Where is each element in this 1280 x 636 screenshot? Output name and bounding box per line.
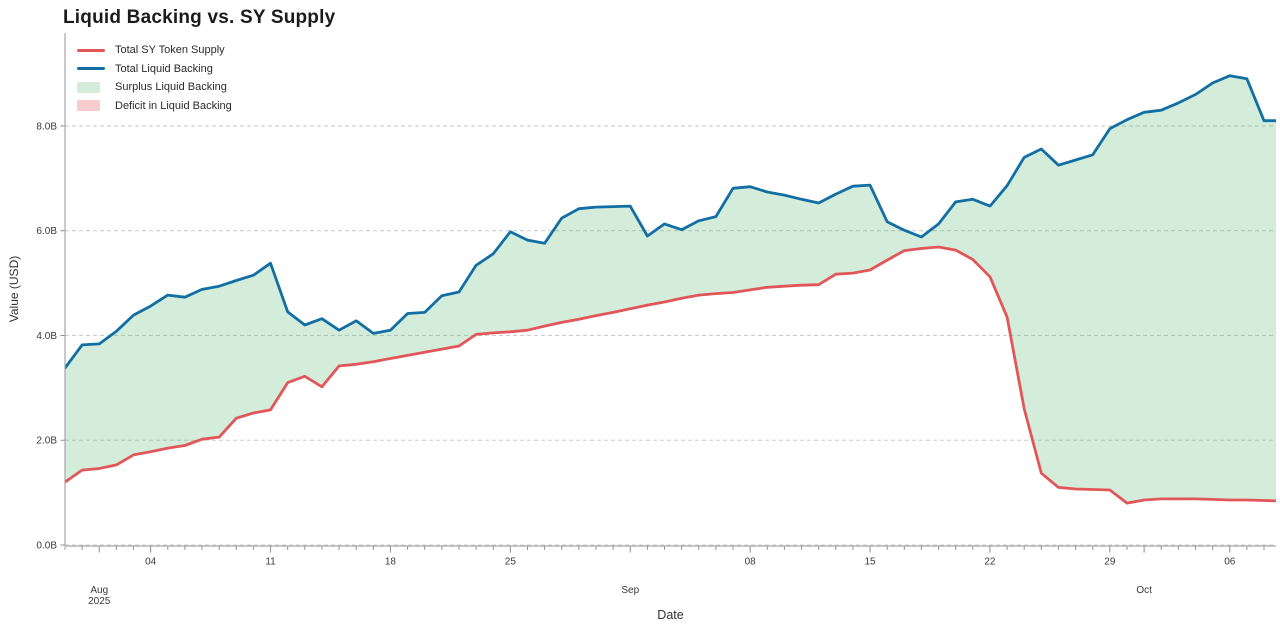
gridlines — [65, 125, 1276, 546]
y-tick-label: 0.0B — [36, 541, 57, 552]
legend-label: Surplus Liquid Backing — [115, 81, 227, 94]
month-label: Aug — [90, 585, 108, 596]
legend-item-surplus: Surplus Liquid Backing — [77, 78, 232, 97]
legend-label: Deficit in Liquid Backing — [115, 99, 232, 112]
legend-swatch-deficit-fill — [77, 100, 115, 112]
legend-swatch-liquid-backing-line — [77, 67, 115, 71]
x-tick-label: 04 — [145, 557, 157, 568]
year-label: 2025 — [88, 596, 111, 607]
legend-swatch-sy-supply-line — [77, 48, 115, 52]
legend-item-deficit: Deficit in Liquid Backing — [77, 97, 232, 116]
x-axis-title: Date — [657, 608, 684, 622]
x-tick-label: 08 — [745, 557, 757, 568]
liquid-backing-line — [65, 74, 1276, 370]
x-axis-ticks — [64, 546, 1265, 553]
legend-item-sy-supply: Total SY Token Supply — [77, 41, 232, 60]
y-tick-label: 6.0B — [36, 226, 57, 237]
x-tick-label: 15 — [864, 557, 876, 568]
x-tick-label: 25 — [505, 557, 517, 568]
y-axis-ticks: 0.0B 2.0B 4.0B 6.0B 8.0B — [36, 121, 65, 552]
legend-item-liquid-backing: Total Liquid Backing — [77, 60, 232, 79]
legend: Total SY Token Supply Total Liquid Backi… — [77, 41, 232, 115]
surplus-fill-area — [65, 75, 1276, 504]
month-label: Oct — [1136, 585, 1152, 596]
chart-title: Liquid Backing vs. SY Supply — [63, 7, 336, 28]
x-tick-label: 18 — [385, 557, 397, 568]
legend-swatch-surplus-fill — [77, 81, 115, 93]
x-tick-label: 29 — [1104, 557, 1116, 568]
axes — [64, 33, 1276, 547]
month-label: Sep — [621, 585, 639, 596]
y-tick-label: 4.0B — [36, 331, 57, 342]
x-tick-label: 11 — [265, 557, 276, 568]
x-tick-label: 06 — [1224, 557, 1236, 568]
sy-supply-line — [65, 245, 1276, 505]
x-tick-label: 22 — [984, 557, 996, 568]
y-tick-label: 2.0B — [36, 436, 57, 447]
y-tick-label: 8.0B — [36, 121, 57, 132]
legend-label: Total SY Token Supply — [115, 44, 225, 57]
y-axis-title: Value (USD) — [7, 255, 21, 323]
legend-label: Total Liquid Backing — [115, 62, 213, 75]
